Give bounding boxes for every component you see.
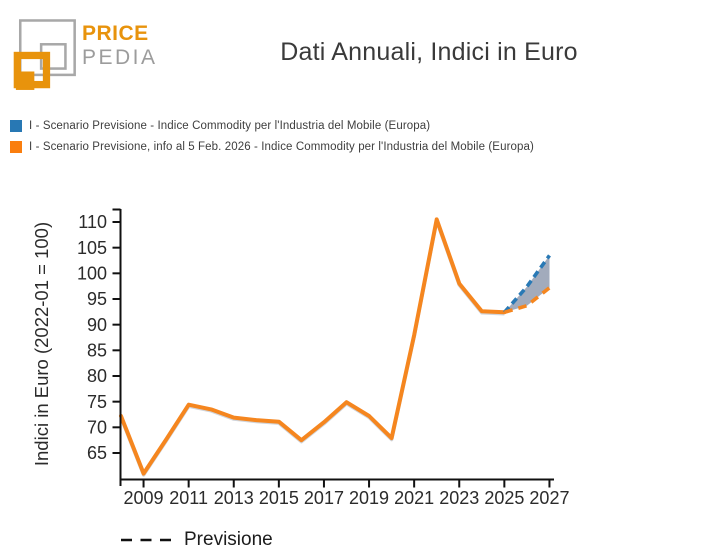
forecast-legend: Previsione xyxy=(120,529,273,551)
x-tick-label: 2017 xyxy=(304,488,344,508)
x-tick-label: 2019 xyxy=(349,488,389,508)
x-tick-label: 2027 xyxy=(529,488,569,508)
page-title: Dati Annuali, Indici in Euro xyxy=(280,38,578,66)
y-tick-label: 70 xyxy=(87,418,107,438)
y-tick-label: 100 xyxy=(77,264,107,284)
pricepedia-logo: PRICE PEDIA xyxy=(10,10,240,102)
forecast-line-orange xyxy=(503,286,551,315)
legend-label: I - Scenario Previsione, info al 5 Feb. … xyxy=(29,140,534,153)
y-axis-title: Indici in Euro (2022-01 = 100) xyxy=(31,222,52,466)
legend-label: I - Scenario Previsione - Indice Commodi… xyxy=(29,119,431,132)
series-legend: I - Scenario Previsione - Indice Commodi… xyxy=(10,115,534,157)
history-line-shadow xyxy=(119,219,505,477)
dashed-line-icon xyxy=(121,538,171,542)
y-tick-label: 90 xyxy=(87,315,107,335)
y-tick-label: 75 xyxy=(87,392,107,412)
logo-text-pedia: PEDIA xyxy=(82,46,158,69)
forecast-line-blue xyxy=(503,254,551,314)
legend-swatch-orange xyxy=(10,140,22,153)
x-tick-label: 2013 xyxy=(214,488,254,508)
pricepedia-logo-icon xyxy=(13,19,76,90)
y-tick-label: 105 xyxy=(77,238,107,258)
x-tick-label: 2021 xyxy=(394,488,434,508)
x-tick-label: 2023 xyxy=(439,488,479,508)
y-tick-label: 110 xyxy=(78,212,107,232)
y-tick-label: 80 xyxy=(87,366,107,386)
y-tick-label: 85 xyxy=(87,341,107,361)
y-tick-label: 65 xyxy=(87,443,107,463)
legend-item-scenario-previsione: I - Scenario Previsione - Indice Commodi… xyxy=(10,115,534,136)
logo-text-price: PRICE xyxy=(82,22,149,45)
x-tick-label: 2009 xyxy=(124,488,164,508)
forecast-legend-label: Previsione xyxy=(184,529,273,550)
legend-swatch-blue xyxy=(10,119,22,132)
x-tick-label: 2011 xyxy=(169,488,208,508)
y-tick-label: 95 xyxy=(87,289,107,309)
history-line-orange xyxy=(119,217,507,476)
x-tick-label: 2025 xyxy=(484,488,524,508)
x-tick-label: 2015 xyxy=(259,488,299,508)
forecast-fill-area xyxy=(504,255,550,313)
legend-item-scenario-info-feb-2026: I - Scenario Previsione, info al 5 Feb. … xyxy=(10,136,534,157)
